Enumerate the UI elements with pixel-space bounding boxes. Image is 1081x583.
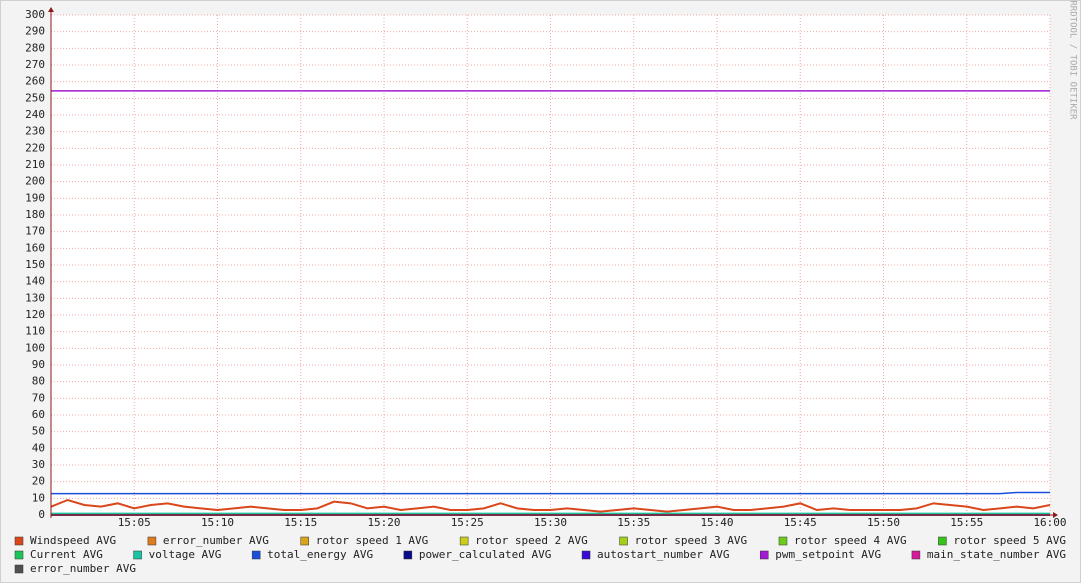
y-tick-label: 120 [25, 308, 45, 321]
legend-label: Windspeed AVG [30, 534, 116, 547]
y-tick-label: 90 [32, 358, 45, 371]
legend-label: rotor speed 1 AVG [316, 534, 429, 547]
legend-swatch [619, 536, 628, 546]
x-axis-arrow [1053, 512, 1058, 518]
legend-swatch [147, 536, 157, 546]
x-tick-label: 15:05 [118, 516, 151, 529]
y-tick-label: 150 [25, 258, 45, 271]
series-line [51, 491, 1050, 495]
x-tick-label: 15:10 [201, 516, 234, 529]
y-tick-label: 300 [25, 8, 45, 21]
x-tick-label: 15:15 [284, 516, 317, 529]
y-tick-label: 180 [25, 208, 45, 221]
y-tick-label: 30 [32, 458, 45, 471]
y-tick-label: 230 [25, 125, 45, 138]
x-tick-label: 15:35 [617, 516, 650, 529]
legend-label: Current AVG [30, 548, 103, 561]
y-tick-label: 190 [25, 191, 45, 204]
y-tick-label: 60 [32, 408, 45, 421]
y-tick-label: 200 [25, 175, 45, 188]
legend-swatch [938, 536, 947, 546]
legend-swatch [911, 550, 921, 560]
y-tick-label: 50 [32, 425, 45, 438]
y-tick-label: 160 [25, 241, 45, 254]
y-tick-label: 110 [25, 325, 45, 338]
legend-label: rotor speed 3 AVG [635, 534, 748, 547]
watermark: RRDTOOL / TOBI OETIKER [1068, 0, 1078, 120]
y-tick-label: 270 [25, 58, 45, 71]
legend-label: pwm_setpoint AVG [775, 548, 881, 561]
y-tick-label: 220 [25, 141, 45, 154]
legend-swatch [14, 536, 24, 546]
y-tick-label: 240 [25, 108, 45, 121]
y-tick-label: 10 [32, 491, 45, 504]
legend-label: main_state_number AVG [927, 548, 1066, 561]
x-tick-label: 15:40 [700, 516, 733, 529]
y-tick-label: 40 [32, 441, 45, 454]
x-tick-label: 15:20 [367, 516, 400, 529]
y-tick-label: 140 [25, 275, 45, 288]
y-tick-label: 100 [25, 341, 45, 354]
legend-label: total_energy AVG [267, 548, 373, 561]
y-tick-label: 20 [32, 475, 45, 488]
x-tick-label: 15:25 [451, 516, 484, 529]
y-tick-label: 70 [32, 391, 45, 404]
legend-swatch [14, 564, 24, 574]
legend-label: autostart_number AVG [597, 548, 729, 561]
legend-swatch [778, 536, 788, 546]
y-tick-label: 80 [32, 375, 45, 388]
y-tick-label: 130 [25, 291, 45, 304]
legend-label: rotor speed 4 AVG [794, 534, 907, 547]
legend-swatch [133, 550, 142, 560]
legend-label: rotor speed 2 AVG [475, 534, 588, 547]
y-tick-label: 250 [25, 91, 45, 104]
legend-swatch [14, 550, 24, 560]
x-tick-label: 16:00 [1033, 516, 1066, 529]
y-tick-label: 260 [25, 75, 45, 88]
y-tick-label: 0 [38, 508, 45, 521]
series-line [50, 498, 1051, 513]
legend-swatch [300, 536, 309, 546]
legend-swatch [581, 550, 591, 560]
legend-swatch [459, 536, 469, 546]
x-tick-label: 15:55 [950, 516, 983, 529]
legend-label: error_number AVG [30, 562, 136, 575]
x-tick-label: 15:30 [534, 516, 567, 529]
y-tick-label: 280 [25, 41, 45, 54]
x-tick-label: 15:50 [867, 516, 900, 529]
legend-swatch [251, 550, 261, 560]
y-axis-arrow [48, 7, 54, 12]
y-tick-label: 210 [25, 158, 45, 171]
legend-swatch [759, 550, 769, 560]
y-tick-label: 290 [25, 25, 45, 38]
legend-label: power_calculated AVG [419, 548, 551, 561]
x-tick-label: 15:45 [784, 516, 817, 529]
y-tick-label: 170 [25, 225, 45, 238]
legend-swatch [403, 550, 413, 560]
legend-label: error_number AVG [163, 534, 269, 547]
legend-label: voltage AVG [149, 548, 222, 561]
legend-label: rotor speed 5 AVG [953, 534, 1066, 547]
